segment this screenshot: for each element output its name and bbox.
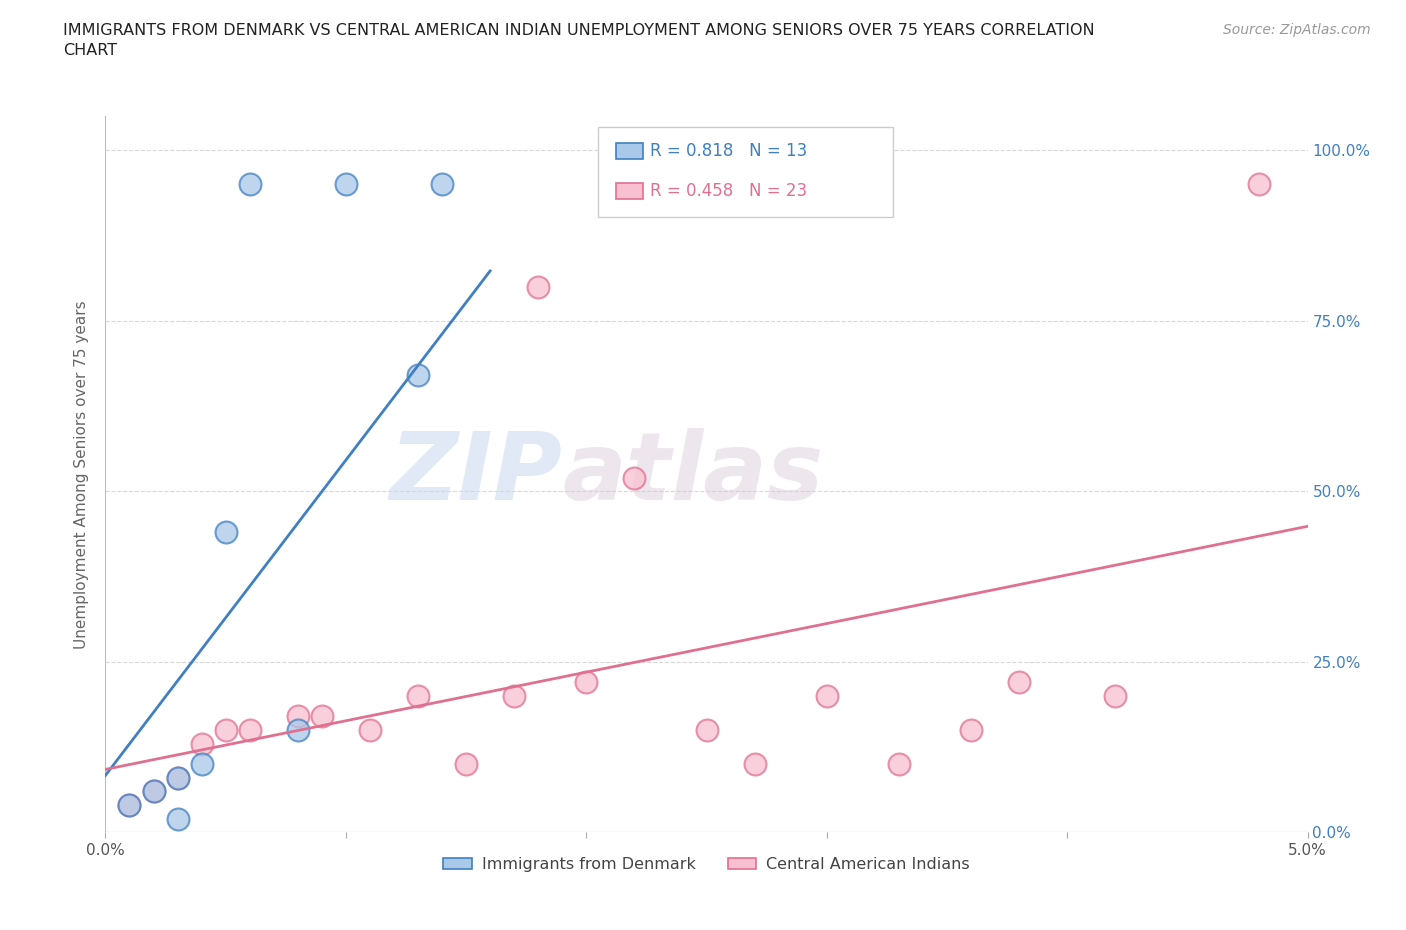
Y-axis label: Unemployment Among Seniors over 75 years: Unemployment Among Seniors over 75 years: [75, 300, 90, 648]
Point: [575, 675, 598, 690]
Point: [142, 784, 165, 799]
Point: [190, 737, 212, 751]
Point: [960, 723, 983, 737]
Point: [430, 177, 453, 192]
Point: [527, 279, 550, 294]
Point: [239, 177, 262, 192]
Bar: [616, 183, 643, 199]
Point: [406, 688, 429, 703]
FancyBboxPatch shape: [599, 127, 893, 217]
Text: atlas: atlas: [562, 429, 824, 520]
Point: [623, 177, 645, 192]
Point: [359, 723, 381, 737]
Point: [1008, 675, 1031, 690]
Point: [623, 177, 645, 192]
Point: [815, 688, 838, 703]
Point: [335, 177, 357, 192]
Point: [1249, 177, 1271, 192]
Point: [239, 723, 262, 737]
Point: [166, 811, 188, 826]
Point: [744, 757, 766, 772]
Point: [887, 757, 910, 772]
Point: [166, 770, 188, 785]
Point: [142, 784, 165, 799]
Text: IMMIGRANTS FROM DENMARK VS CENTRAL AMERICAN INDIAN UNEMPLOYMENT AMONG SENIORS OV: IMMIGRANTS FROM DENMARK VS CENTRAL AMERI…: [63, 23, 1095, 58]
Point: [456, 757, 478, 772]
Point: [1104, 688, 1126, 703]
Text: Source: ZipAtlas.com: Source: ZipAtlas.com: [1223, 23, 1371, 37]
Point: [118, 798, 141, 813]
Text: ZIP: ZIP: [389, 429, 562, 520]
Point: [287, 709, 309, 724]
Point: [503, 688, 526, 703]
Point: [406, 368, 429, 383]
Legend: Immigrants from Denmark, Central American Indians: Immigrants from Denmark, Central America…: [437, 850, 976, 878]
Text: R = 0.818   N = 13: R = 0.818 N = 13: [650, 142, 807, 160]
Point: [190, 757, 212, 772]
Point: [311, 709, 333, 724]
Point: [118, 798, 141, 813]
Text: R = 0.458   N = 23: R = 0.458 N = 23: [650, 181, 807, 200]
Bar: [616, 143, 643, 159]
Point: [214, 525, 236, 539]
Point: [623, 471, 645, 485]
Point: [696, 723, 718, 737]
Point: [287, 723, 309, 737]
Point: [166, 770, 188, 785]
Point: [214, 723, 236, 737]
